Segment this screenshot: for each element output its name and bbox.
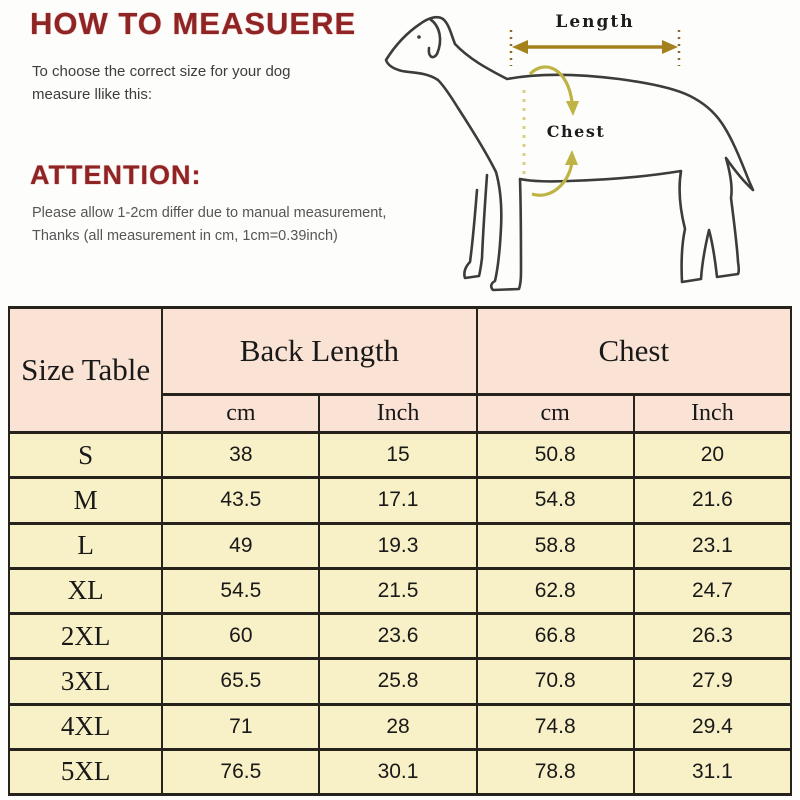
dog-eye-icon bbox=[417, 35, 421, 39]
measure-instructions: To choose the correct size for your dog … bbox=[32, 60, 290, 107]
size-label: 3XL bbox=[7, 657, 164, 706]
chest-cm-value: 50.8 bbox=[475, 431, 635, 479]
table-row: 4XL 71 28 74.8 29.4 bbox=[7, 702, 793, 751]
back-length-header: Back Length bbox=[161, 306, 478, 396]
chest-cm-value: 78.8 bbox=[475, 748, 635, 796]
back-cm-value: 60 bbox=[161, 612, 321, 660]
back-inch-value: 15 bbox=[318, 431, 478, 479]
size-label: 4XL bbox=[7, 702, 164, 751]
chest-arrow-top-icon bbox=[528, 65, 574, 103]
page-title: HOW TO MEASUERE bbox=[30, 6, 357, 41]
size-label: 2XL bbox=[7, 612, 164, 660]
chest-inch-value: 20 bbox=[632, 431, 793, 479]
table-header-row-groups: Size Table Back Length Chest bbox=[7, 306, 793, 434]
dog-measure-diagram: Length Chest bbox=[384, 12, 755, 292]
table-row: S 38 15 50.8 20 bbox=[7, 431, 793, 479]
chest-inch-header: Inch bbox=[632, 393, 793, 434]
size-label: S bbox=[7, 431, 164, 479]
chest-cm-value: 66.8 bbox=[475, 612, 635, 660]
back-inch-value: 17.1 bbox=[318, 476, 478, 525]
chest-cm-value: 62.8 bbox=[475, 567, 635, 615]
chest-measure-icon bbox=[522, 65, 579, 197]
size-label: 5XL bbox=[7, 748, 164, 796]
attention-heading: ATTENTION: bbox=[30, 160, 202, 190]
table-row: 2XL 60 23.6 66.8 26.3 bbox=[7, 612, 793, 660]
chest-header: Chest bbox=[475, 306, 793, 396]
attention-note-line1: Please allow 1-2cm differ due to manual … bbox=[32, 205, 387, 221]
chest-cm-header: cm bbox=[475, 393, 635, 434]
back-cm-value: 65.5 bbox=[161, 657, 321, 706]
table-row: 5XL 76.5 30.1 78.8 31.1 bbox=[7, 748, 793, 796]
back-cm-value: 38 bbox=[161, 431, 321, 479]
dog-outline-icon bbox=[384, 15, 755, 292]
chest-inch-value: 21.6 bbox=[632, 476, 793, 525]
chest-inch-value: 27.9 bbox=[632, 657, 793, 706]
back-inch-value: 25.8 bbox=[318, 657, 478, 706]
back-cm-value: 71 bbox=[161, 702, 321, 751]
back-cm-value: 76.5 bbox=[161, 748, 321, 796]
attention-note-line2: Thanks (all measurement in cm, 1cm=0.39i… bbox=[32, 228, 338, 245]
chest-inch-value: 26.3 bbox=[632, 612, 793, 660]
chest-label: Chest bbox=[547, 122, 605, 141]
size-label: XL bbox=[7, 567, 164, 615]
back-inch-value: 30.1 bbox=[318, 748, 478, 796]
chest-inch-value: 24.7 bbox=[632, 567, 793, 615]
back-inch-value: 19.3 bbox=[318, 521, 478, 570]
back-cm-value: 43.5 bbox=[161, 476, 321, 525]
chest-arrow-bottom-icon bbox=[531, 161, 574, 197]
table-row: XL 54.5 21.5 62.8 24.7 bbox=[7, 567, 793, 615]
chest-inch-value: 29.4 bbox=[632, 702, 793, 751]
back-cm-value: 49 bbox=[161, 521, 321, 570]
corner-header: Size Table bbox=[7, 306, 164, 434]
length-measure-icon bbox=[509, 30, 681, 66]
back-inch-value: 23.6 bbox=[318, 612, 478, 660]
chest-inch-value: 23.1 bbox=[632, 521, 793, 570]
length-label: Length bbox=[555, 12, 634, 32]
size-label: M bbox=[7, 476, 164, 525]
chest-cm-value: 58.8 bbox=[475, 521, 635, 570]
back-cm-value: 54.5 bbox=[161, 567, 321, 615]
chest-cm-value: 54.8 bbox=[475, 476, 635, 525]
table-header-row-units: cm Inch cm Inch bbox=[9, 393, 793, 434]
measure-instructions-line2: measure llike this: bbox=[32, 86, 153, 104]
size-table: Size Table Back Length Chest cm Inch cm … bbox=[7, 306, 793, 796]
size-label: L bbox=[7, 521, 164, 570]
back-inch-value: 28 bbox=[318, 702, 478, 751]
chest-inch-value: 31.1 bbox=[632, 748, 793, 796]
table-row: 3XL 65.5 25.8 70.8 27.9 bbox=[7, 657, 793, 706]
attention-note: Please allow 1-2cm differ due to manual … bbox=[32, 202, 386, 248]
table-row: M 43.5 17.1 54.8 21.6 bbox=[7, 476, 793, 525]
back-inch-header: Inch bbox=[318, 393, 478, 434]
chest-cm-value: 74.8 bbox=[475, 702, 635, 751]
back-inch-value: 21.5 bbox=[318, 567, 478, 615]
back-cm-header: cm bbox=[161, 393, 321, 434]
chest-cm-value: 70.8 bbox=[475, 657, 635, 706]
table-row: L 49 19.3 58.8 23.1 bbox=[7, 521, 793, 570]
measure-instructions-line1: To choose the correct size for your dog bbox=[32, 63, 291, 80]
